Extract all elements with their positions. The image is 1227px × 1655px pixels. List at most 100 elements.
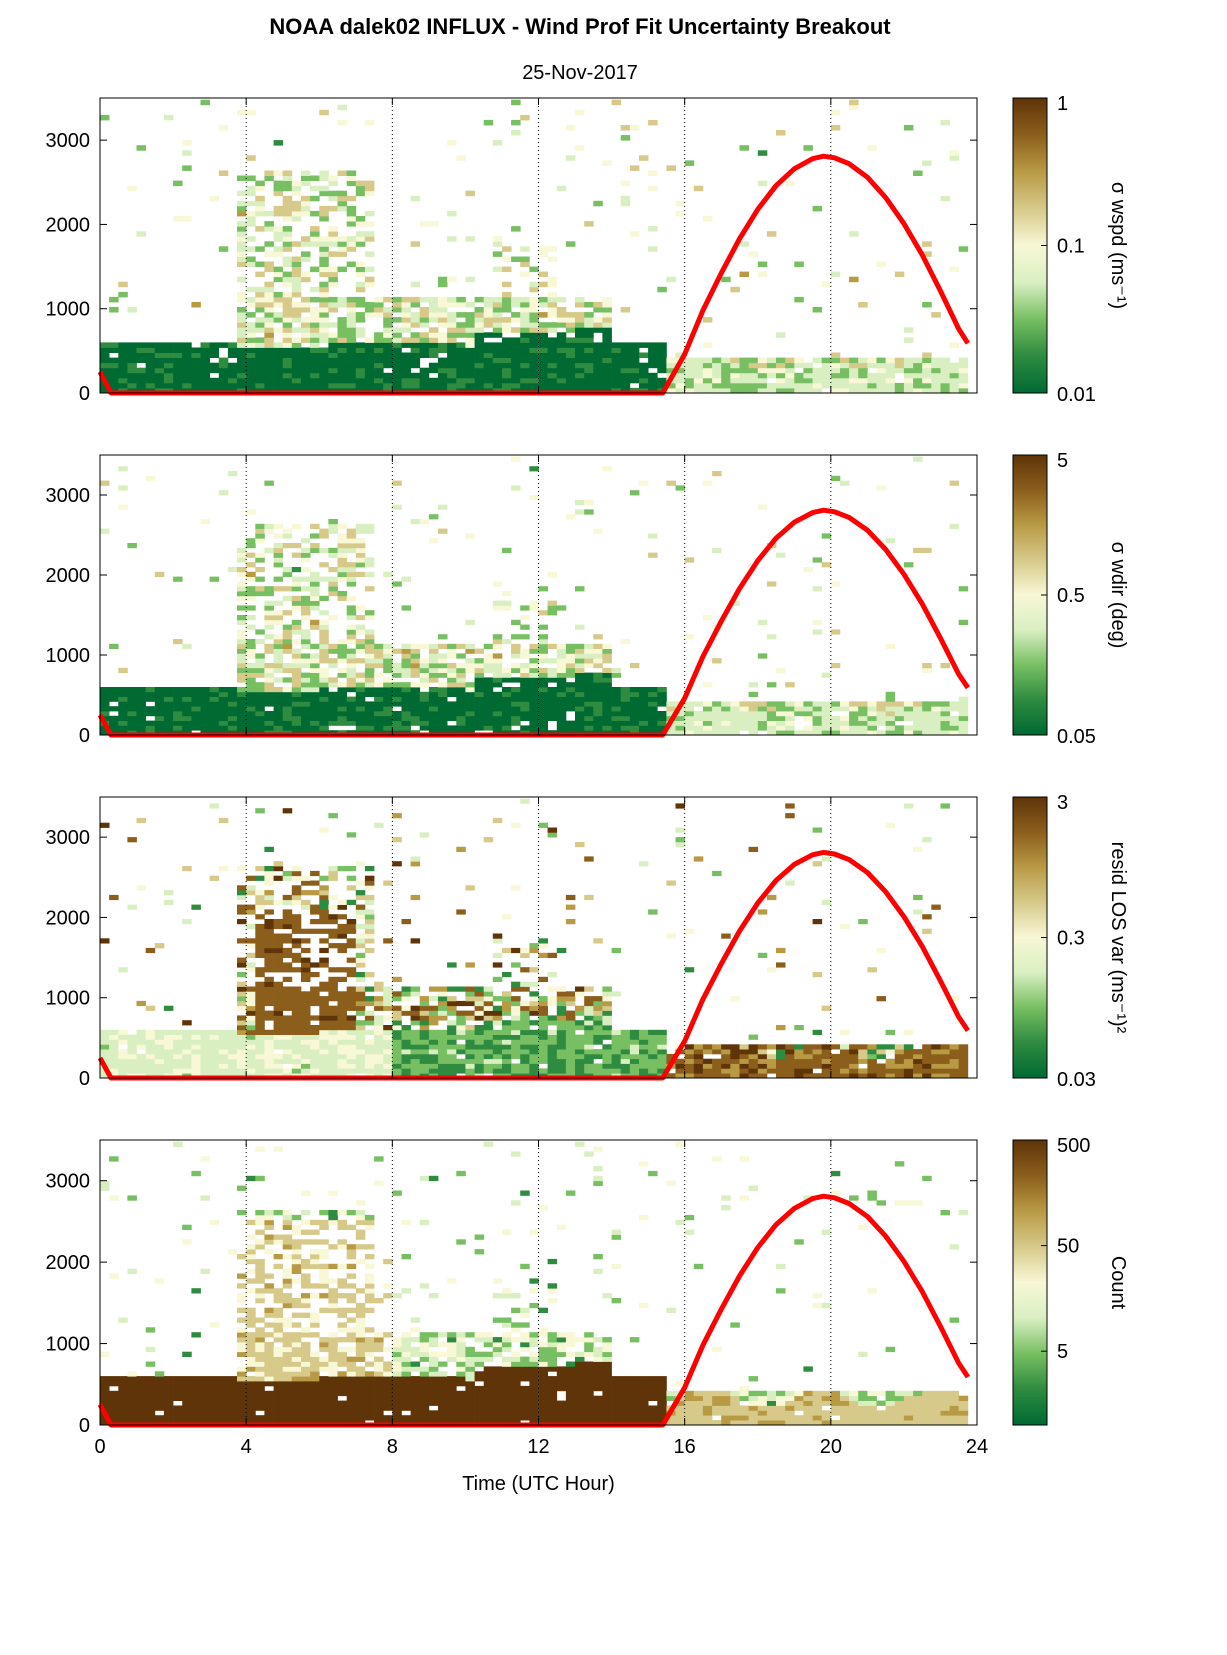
heatmap-cell: [218, 372, 229, 379]
y-tick-label: 2000: [46, 907, 91, 929]
heatmap-cell: [374, 711, 384, 717]
heatmap-cell: [200, 1044, 210, 1050]
heatmap-cell: [209, 875, 220, 881]
heatmap-cell: [346, 246, 357, 252]
heatmap-cell: [246, 1317, 256, 1323]
heatmap-cell: [547, 1044, 558, 1050]
heatmap-cell: [237, 190, 247, 197]
heatmap-cell: [702, 1073, 713, 1079]
heatmap-cell: [492, 367, 503, 374]
heatmap-cell: [949, 382, 960, 389]
heatmap-cell: [319, 332, 329, 338]
heatmap-cell: [319, 687, 329, 693]
heatmap-cell: [319, 899, 329, 905]
heatmap-cell: [785, 180, 795, 187]
heatmap-cell: [565, 1049, 576, 1055]
heatmap-cell: [145, 352, 156, 358]
heatmap-cell: [410, 1015, 421, 1021]
heatmap-cell: [383, 677, 393, 683]
heatmap-cell: [502, 696, 512, 702]
heatmap-cell: [803, 1049, 813, 1055]
heatmap-cell: [273, 1053, 284, 1060]
heatmap-cell: [255, 687, 265, 693]
heatmap-cells: [100, 798, 969, 1079]
heatmap-cell: [903, 377, 914, 384]
heatmap-cell: [885, 711, 896, 717]
heatmap-cell: [821, 672, 832, 678]
heatmap-cell: [145, 1034, 156, 1040]
heatmap-cell: [867, 1073, 877, 1079]
heatmap-cell: [958, 1044, 969, 1050]
heatmap-cell: [502, 352, 512, 358]
heatmap-cell: [529, 605, 539, 611]
heatmap-cell: [483, 377, 494, 384]
heatmap-cell: [620, 382, 631, 389]
heatmap-cell: [291, 667, 302, 673]
heatmap-cell: [282, 629, 293, 635]
heatmap-cell: [693, 711, 704, 717]
heatmap-cell: [182, 1239, 192, 1245]
heatmap-cell: [191, 1034, 201, 1040]
heatmap-cell: [885, 382, 896, 389]
heatmap-cell: [264, 634, 274, 640]
heatmap-cell: [913, 715, 923, 721]
heatmap-cell: [291, 1395, 302, 1401]
heatmap-cell: [529, 715, 539, 721]
heatmap-cell: [255, 890, 265, 896]
heatmap-cell: [830, 1063, 841, 1069]
heatmap-cell: [675, 803, 685, 809]
heatmap-cell: [419, 1034, 430, 1040]
heatmap-cell: [428, 1005, 439, 1011]
heatmap-cell: [328, 967, 338, 973]
heatmap-cell: [538, 952, 548, 958]
heatmap-cell: [364, 180, 375, 187]
heatmap-cell: [237, 1341, 247, 1348]
heatmap-cell: [374, 1044, 384, 1050]
heatmap-cell: [492, 377, 503, 384]
heatmap-cell: [620, 1058, 631, 1064]
heatmap-cell: [301, 1015, 311, 1021]
heatmap-cell: [154, 1063, 165, 1069]
heatmap-cell: [502, 1000, 512, 1007]
heatmap-cell: [273, 1317, 284, 1323]
heatmap-cell: [483, 1029, 494, 1035]
heatmap-cell: [757, 357, 768, 364]
heatmap-cell: [748, 701, 759, 707]
heatmap-cell: [319, 720, 329, 726]
heatmap-cell: [355, 377, 366, 384]
heatmap-cell: [903, 367, 914, 374]
heatmap-cell: [419, 1015, 430, 1021]
heatmap-cell: [264, 352, 274, 358]
heatmap-cell: [364, 928, 375, 934]
heatmap-cell: [575, 1034, 585, 1040]
heatmap-cell: [127, 1400, 137, 1406]
heatmap-cell: [319, 885, 329, 891]
heatmap-cell: [629, 357, 640, 364]
heatmap-cell: [282, 870, 293, 877]
heatmap-cell: [246, 185, 256, 192]
heatmap-cell: [328, 976, 338, 982]
heatmap-cell: [291, 337, 302, 343]
heatmap-cell: [538, 682, 548, 688]
heatmap-cell: [739, 706, 749, 712]
heatmap-cell: [227, 1249, 238, 1255]
heatmap-cell: [492, 1053, 503, 1060]
heatmap-cell: [885, 691, 896, 697]
heatmap-cell: [629, 1053, 640, 1060]
heatmap-cell: [319, 1049, 329, 1055]
heatmap-cell: [757, 909, 768, 915]
heatmap-cell: [520, 1010, 530, 1016]
heatmap-cell: [355, 557, 366, 563]
heatmap-cell: [173, 352, 183, 358]
heatmap-cell: [328, 576, 338, 582]
heatmap-cell: [538, 362, 548, 369]
heatmap-cell: [575, 696, 585, 702]
heatmap-cell: [922, 1073, 932, 1079]
heatmap-cell: [209, 1390, 220, 1397]
heatmap-cell: [894, 387, 905, 394]
heatmap-cell: [118, 706, 128, 712]
heatmap-cell: [492, 634, 503, 640]
heatmap-cell: [273, 952, 284, 958]
heatmap-cell: [264, 1332, 274, 1338]
heatmap-cell: [410, 302, 421, 308]
